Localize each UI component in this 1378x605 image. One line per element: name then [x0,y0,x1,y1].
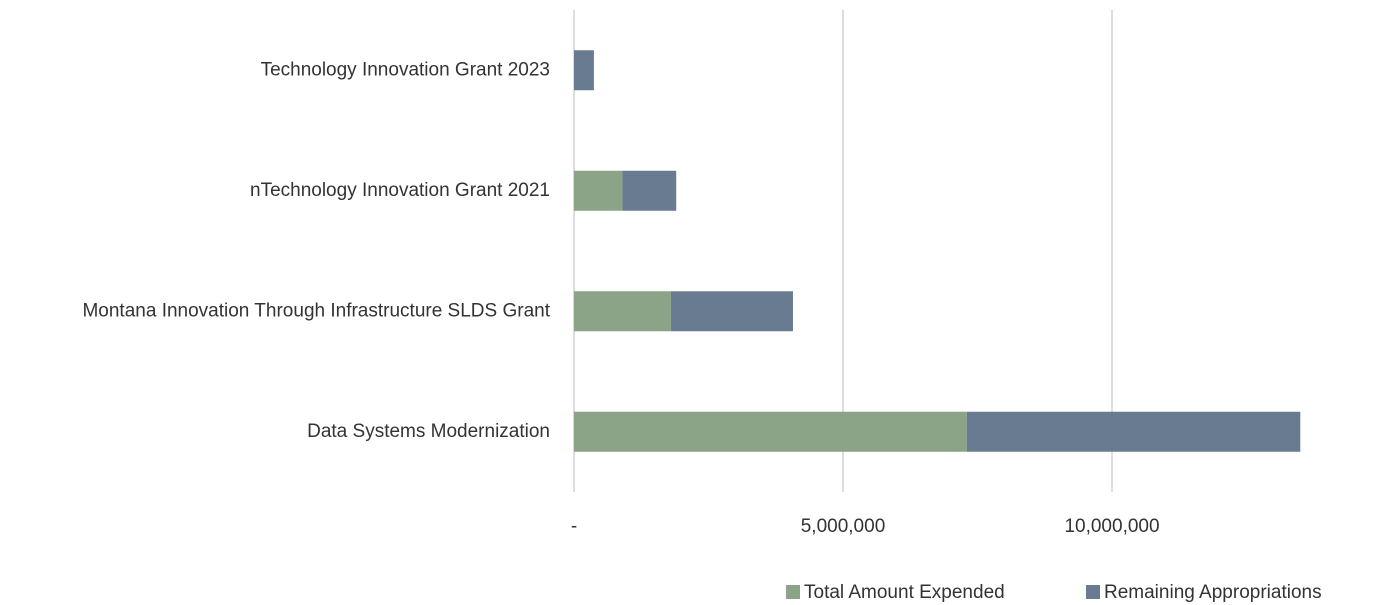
bar-segment [574,291,671,332]
bar-segment [966,411,1301,452]
legend-label: Remaining Appropriations [1104,582,1322,603]
x-tick-label: 10,000,000 [1064,516,1159,537]
bar-segment [574,170,623,211]
bar-segment [670,291,793,332]
x-tick-label: 5,000,000 [801,516,886,537]
legend-swatch [1086,585,1100,599]
y-tick-label: Montana Innovation Through Infrastructur… [82,300,550,321]
x-tick-label: - [571,516,577,537]
legend-label: Total Amount Expended [804,582,1005,603]
bar-segment [574,411,967,452]
y-tick-label: Data Systems Modernization [307,421,550,442]
bar-segment [574,50,594,91]
bar-segment [622,170,677,211]
legend-swatch [786,585,800,599]
y-tick-label: Technology Innovation Grant 2023 [261,59,550,80]
y-tick-label: nTechnology Innovation Grant 2021 [250,180,550,201]
